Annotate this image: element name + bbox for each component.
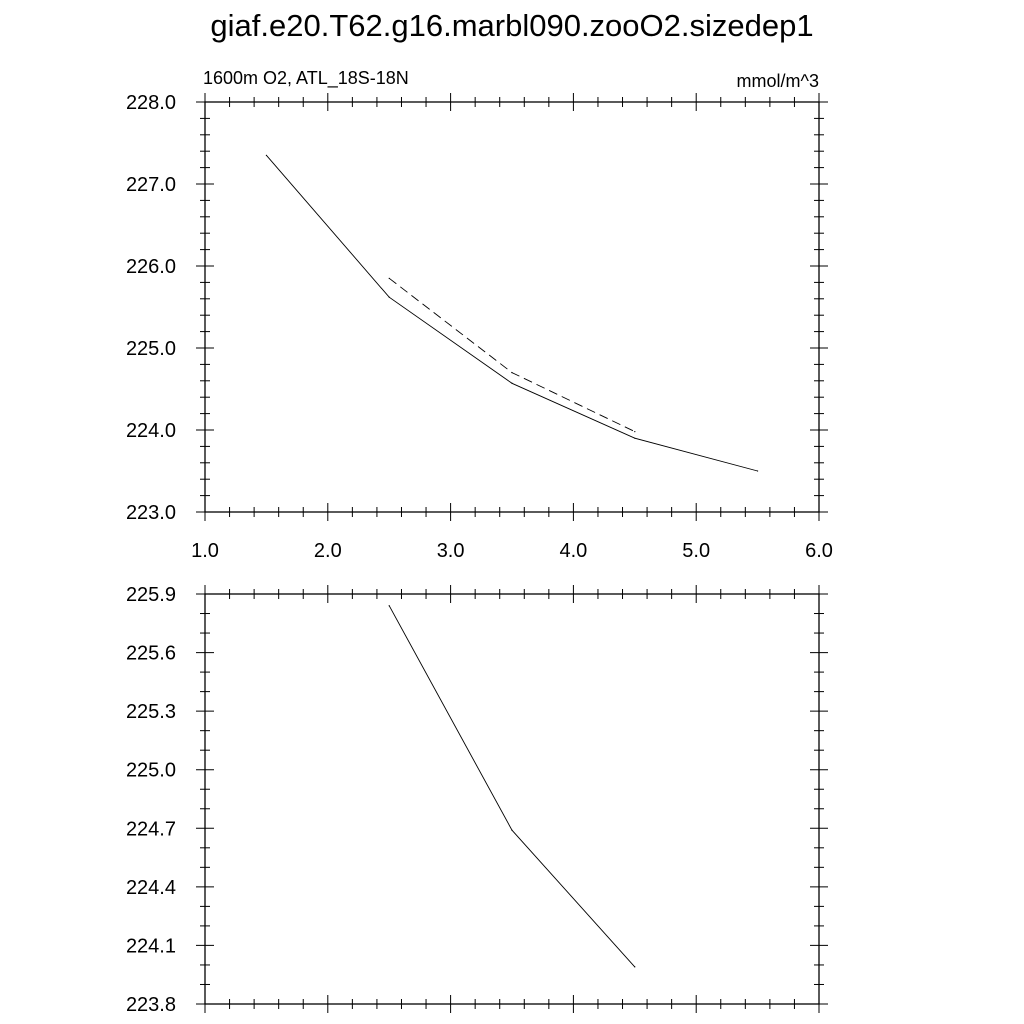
x-tick-label: 2.0: [314, 540, 342, 562]
data-point: [511, 829, 513, 831]
x-tick-label: 4.0: [559, 540, 587, 562]
plot-frame: [204, 593, 820, 1005]
y-tick-label: 224.4: [126, 877, 176, 899]
y-tick-label: 224.1: [126, 935, 176, 957]
data-point: [511, 372, 513, 374]
y-tick-label: 227.0: [126, 174, 176, 196]
data-point: [634, 437, 636, 439]
y-tick-label: 225.9: [126, 584, 176, 606]
panel-units-label: mmol/m^3: [737, 71, 819, 91]
y-tick-label: 225.0: [126, 338, 176, 360]
y-tick-label: 225.6: [126, 643, 176, 665]
chart-panel-2: 223.8 224.1 224.4 224.7 225.0 225.3 225.6 225.9: [126, 584, 828, 1016]
y-tick-label: 225.0: [126, 760, 176, 782]
x-tick-label: 5.0: [682, 540, 710, 562]
y-tick-label: 223.8: [126, 994, 176, 1016]
data-point: [388, 605, 390, 607]
y-tick-label: 226.0: [126, 256, 176, 278]
plot-frame: [204, 101, 820, 513]
data-point: [265, 154, 267, 156]
series-line-2: [388, 277, 635, 433]
y-tick-label: 228.0: [126, 92, 176, 114]
page-title: giaf.e20.T62.g16.marbl090.zooO2.sizedep1: [210, 8, 814, 43]
data-point: [388, 296, 390, 298]
panel-left-label: 1600m O2, ATL_18S-18N: [203, 68, 409, 89]
data-point: [757, 470, 759, 472]
y-tick-label: 224.7: [126, 818, 176, 840]
y-tick-label: 224.0: [126, 420, 176, 442]
data-point: [634, 966, 636, 968]
series-line-1: [388, 605, 636, 968]
data-point: [388, 277, 390, 279]
series-line-1: [266, 155, 758, 472]
y-tick-label: 225.3: [126, 701, 176, 723]
data-point: [634, 431, 636, 433]
data-point: [511, 382, 513, 384]
x-tick-label: 6.0: [805, 540, 833, 562]
chart-panel-1: 1.0 2.0 3.0 4.0 5.0 6.0 223.0 224.0 225.0 226.0 22…: [126, 68, 833, 562]
x-tick-label: 3.0: [437, 540, 465, 562]
x-tick-label: 1.0: [191, 540, 219, 562]
y-tick-label: 223.0: [126, 502, 176, 524]
